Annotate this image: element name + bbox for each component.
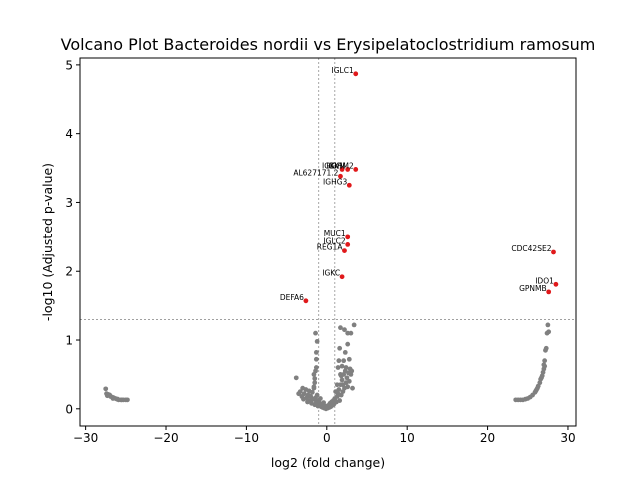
significant-point <box>338 173 343 179</box>
nonsignificant-point <box>313 330 318 336</box>
nonsignificant-point <box>339 377 345 383</box>
y-tick-label: 1 <box>65 334 73 348</box>
nonsignificant-point <box>104 393 110 399</box>
significant-point-label: IGKV <box>322 161 341 170</box>
significant-point <box>546 289 552 295</box>
nonsignificant-point <box>343 365 349 370</box>
significant-point-label: IGHM2 <box>329 161 354 170</box>
nonsignificant-point <box>311 384 317 390</box>
significant-point <box>339 167 345 172</box>
significant-point <box>345 234 351 240</box>
significant-point-label: MUC1 <box>324 229 346 238</box>
nonsignificant-point <box>546 329 552 335</box>
x-tick-label: 20 <box>480 431 495 445</box>
nonsignificant-point <box>103 386 109 392</box>
significant-point <box>353 167 359 172</box>
plot-area: −30 −20 −10 0 10 20 30 0 1 2 3 4 5 IGLC1 IGKVIGKMIGHM2… <box>65 58 576 445</box>
nonsignificant-point <box>337 398 343 403</box>
significant-point-label: IGHG3 <box>323 177 347 186</box>
nonsignificant-point <box>333 389 339 395</box>
nonsignificant-point <box>293 375 299 381</box>
y-axis-label: -log10 (Adjusted p-value) <box>40 163 55 321</box>
x-axis-label: log2 (fold change) <box>271 455 385 470</box>
nonsignificant-point <box>312 380 318 386</box>
nonsignificant-point <box>309 389 315 395</box>
significant-point <box>303 298 309 304</box>
nonsignificant-point <box>313 350 319 355</box>
nonsignificant-point <box>342 327 347 333</box>
significant-point-label: IDO1 <box>535 276 554 285</box>
nonsignificant-point <box>337 345 343 351</box>
y-tick-label: 2 <box>65 265 73 279</box>
nonsignificant-point <box>539 375 544 381</box>
nonsignificant-point <box>334 382 340 388</box>
significant-point <box>346 182 352 188</box>
y-tick-label: 3 <box>65 196 73 210</box>
nonsignificant-point <box>338 325 343 331</box>
y-tick-label: 4 <box>65 127 73 141</box>
nonsignificant-point <box>125 397 130 403</box>
nonsignificant-point <box>110 396 116 401</box>
significant-point-label: AL627171.2 <box>293 168 338 177</box>
nonsignificant-point <box>339 363 345 369</box>
significant-point-label: IGKC <box>322 269 340 278</box>
y-tick-label: 0 <box>65 402 73 416</box>
x-tick-label: −30 <box>73 431 98 445</box>
nonsignificant-point <box>542 363 548 369</box>
nonsignificant-point <box>313 356 319 362</box>
nonsignificant-point <box>542 358 548 364</box>
nonsignificant-point <box>348 330 354 336</box>
nonsignificant-point <box>335 365 341 370</box>
nonsignificant-point <box>340 382 346 388</box>
nonsignificant-point <box>346 378 352 384</box>
nonsignificant-point <box>301 391 307 397</box>
significant-point-label: IGKM <box>326 161 345 170</box>
nonsignificant-point <box>543 345 549 351</box>
nonsignificant-point <box>313 365 319 370</box>
nonsignificant-point <box>341 358 347 364</box>
nonsignificant-point <box>350 385 355 391</box>
x-tick-label: −20 <box>153 431 178 445</box>
significant-point-label: IGLC2 <box>323 236 345 245</box>
x-tick-label: 10 <box>400 431 415 445</box>
significant-point <box>342 248 347 253</box>
x-tick-label: 0 <box>323 431 331 445</box>
significant-point <box>339 274 345 280</box>
nonsignificant-point <box>545 322 551 328</box>
significant-point-label: CDC42SE2 <box>511 244 551 253</box>
nonsignificant-point <box>351 322 357 328</box>
chart-title: Volcano Plot Bacteroides nordii vs Erysi… <box>61 35 596 54</box>
significant-point-label: REG1A <box>317 243 344 252</box>
nonsignificant-point <box>535 385 540 391</box>
nonsignificant-point <box>119 397 125 403</box>
significant-point-label: IGLC1 <box>332 66 354 75</box>
nonsignificant-point <box>349 368 355 374</box>
nonsignificant-point <box>314 338 320 344</box>
nonsignificant-point <box>317 396 323 401</box>
nonsignificant-point <box>338 373 344 379</box>
nonsignificant-point <box>346 356 352 362</box>
significant-point <box>551 249 556 255</box>
nonsignificant-point <box>344 375 350 381</box>
axes-frame <box>79 57 577 427</box>
nonsignificant-point <box>312 376 318 381</box>
significant-point <box>553 281 559 287</box>
nonsignificant-point <box>115 396 121 402</box>
nonsignificant-point <box>345 384 351 390</box>
y-tick-label: 5 <box>65 58 73 72</box>
significant-point-label: GPNMB <box>519 284 547 293</box>
x-tick-label: −10 <box>234 431 259 445</box>
nonsignificant-point <box>336 358 342 364</box>
nonsignificant-point <box>297 389 303 395</box>
significant-point <box>353 71 359 77</box>
nonsignificant-point <box>314 392 320 398</box>
significant-point <box>345 242 351 247</box>
significant-point-label: DEFA6 <box>280 293 304 302</box>
significant-point <box>345 167 351 172</box>
nonsignificant-point <box>345 341 351 347</box>
nonsignificant-point <box>342 350 348 355</box>
x-tick-label: 30 <box>560 431 575 445</box>
